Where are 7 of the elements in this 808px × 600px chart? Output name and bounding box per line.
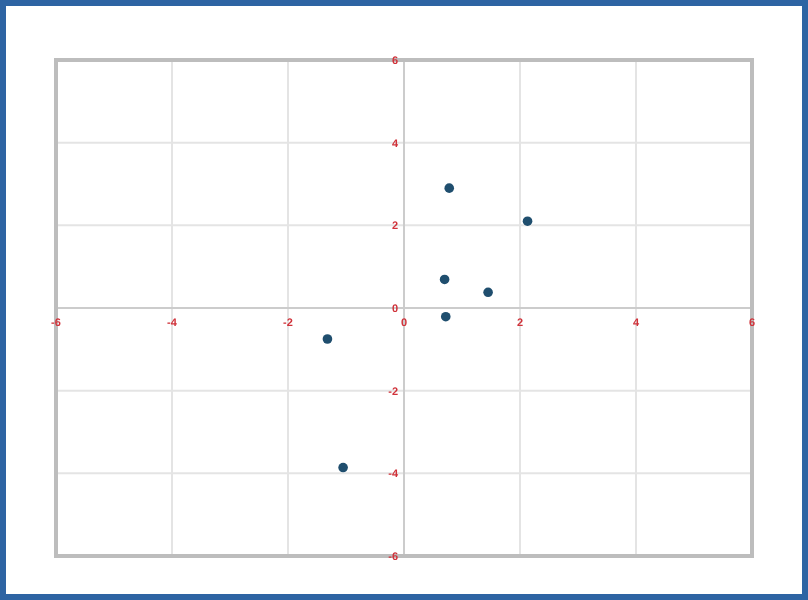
point [439, 274, 450, 285]
point [483, 287, 493, 298]
point [338, 462, 348, 473]
point [444, 183, 455, 193]
point [440, 311, 451, 322]
point [322, 334, 333, 344]
point [522, 216, 533, 226]
